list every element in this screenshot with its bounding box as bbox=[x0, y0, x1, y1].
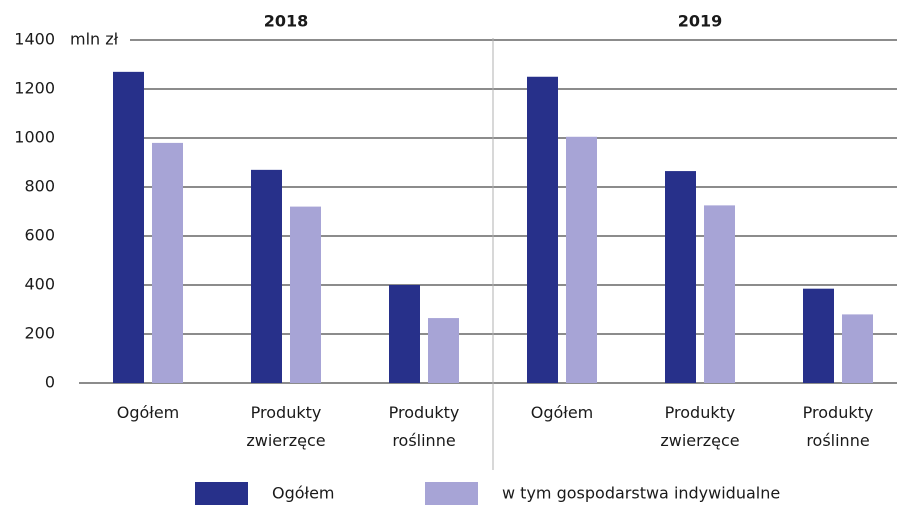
y-tick-label: 800 bbox=[24, 177, 55, 196]
y-unit: mln zł bbox=[70, 30, 119, 49]
x-tick-label: Ogółem bbox=[117, 403, 180, 422]
x-tick-label: Produkty zwierzęce bbox=[660, 403, 739, 450]
group-label: 2018 bbox=[264, 12, 309, 31]
x-tick-label: Produkty roślinne bbox=[803, 403, 874, 450]
legend-swatch bbox=[195, 482, 248, 505]
bar bbox=[566, 136, 597, 383]
bar bbox=[428, 318, 459, 383]
y-tick-label: 0 bbox=[45, 373, 55, 392]
bar bbox=[290, 206, 321, 383]
y-tick-label: 1000 bbox=[14, 128, 55, 147]
y-tick-label: 400 bbox=[24, 275, 55, 294]
bar bbox=[527, 76, 558, 383]
bar bbox=[803, 288, 834, 383]
bar bbox=[251, 169, 282, 383]
bar bbox=[389, 285, 420, 383]
x-tick-label: Ogółem bbox=[531, 403, 594, 422]
y-tick-label: 1400 bbox=[14, 30, 55, 49]
group-label: 2019 bbox=[678, 12, 723, 31]
legend-label: w tym gospodarstwa indywidualne bbox=[502, 484, 780, 503]
bar bbox=[152, 142, 183, 383]
legend-swatch bbox=[425, 482, 478, 505]
bar bbox=[665, 171, 696, 383]
bar bbox=[113, 71, 144, 383]
bar bbox=[704, 205, 735, 383]
y-tick-label: 600 bbox=[24, 226, 55, 245]
y-tick-label: 200 bbox=[24, 324, 55, 343]
x-tick-label: Produkty zwierzęce bbox=[246, 403, 325, 450]
x-tick-label: Produkty roślinne bbox=[389, 403, 460, 450]
bar bbox=[842, 314, 873, 383]
y-tick-label: 1200 bbox=[14, 79, 55, 98]
legend-label: Ogółem bbox=[272, 484, 335, 503]
